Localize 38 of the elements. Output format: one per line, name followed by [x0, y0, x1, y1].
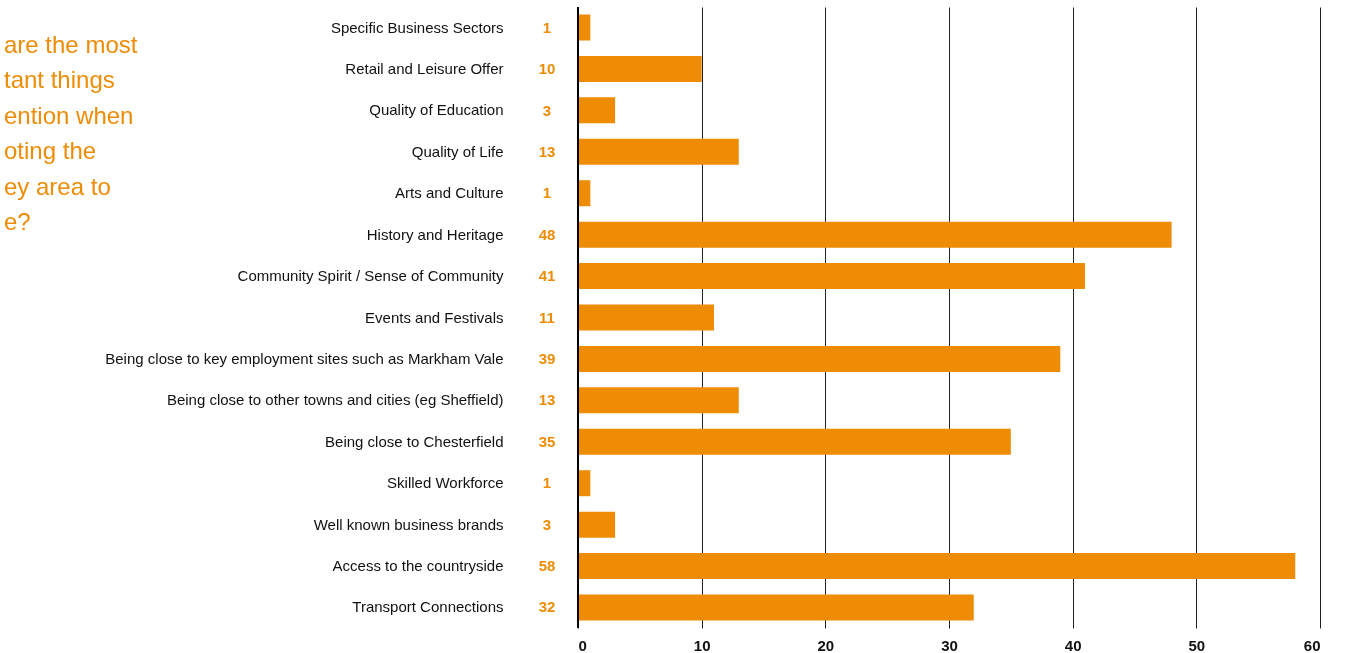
x-tick-label: 30	[941, 636, 958, 653]
data-label: 1	[542, 18, 552, 36]
data-label: 1	[542, 474, 552, 492]
x-tick-label: 60	[1303, 636, 1321, 653]
y-tick-label: Retail and Leisure Offer	[345, 59, 504, 77]
x-tick-label: 50	[1188, 636, 1206, 653]
data-label: 11	[539, 308, 555, 326]
y-tick-label: Being close to Chesterfield	[325, 432, 504, 450]
y-tick-label: Skilled Workforce	[387, 474, 504, 492]
y-tick-label: Transport Connections	[352, 598, 504, 616]
data-label: 41	[538, 267, 556, 285]
data-label: 48	[538, 225, 556, 243]
data-label: 32	[538, 598, 556, 616]
data-label: 13	[538, 391, 556, 409]
data-label: 1	[542, 184, 552, 202]
y-tick-label: Quality of Education	[369, 101, 504, 119]
y-tick-label: Events and Festivals	[365, 308, 504, 326]
x-tick-label: 20	[817, 636, 835, 653]
y-tick-label: Arts and Culture	[395, 184, 504, 202]
text: are the most tant things ention when oting the ey area to e?	[4, 30, 138, 236]
data-label: 58	[538, 556, 556, 574]
data-label: 13	[538, 142, 556, 160]
data-label: 10	[538, 60, 556, 78]
data-label: 3	[542, 515, 552, 533]
data-label: 3	[542, 101, 552, 119]
y-tick-label: Access to the countryside	[332, 557, 504, 575]
x-tick-label: 0	[578, 636, 587, 653]
y-tick-label: Well known business brands	[313, 515, 504, 533]
y-tick-label: Specific Business Sectors	[330, 18, 504, 36]
x-tick-label: 40	[1064, 636, 1082, 653]
x-tick-label: 10	[693, 636, 711, 653]
y-tick-label: History and Heritage	[366, 225, 504, 243]
y-tick-label: Community Spirit / Sense of Community	[237, 267, 504, 285]
y-tick-label: Being close to key employment sites such as Markham Vale	[105, 349, 504, 367]
y-tick-label: Quality of Life	[411, 142, 504, 160]
data-label: 39	[538, 349, 556, 367]
y-tick-label: Being close to other towns and cities (eg Sheffield)	[166, 391, 504, 409]
data-label: 35	[538, 432, 556, 450]
